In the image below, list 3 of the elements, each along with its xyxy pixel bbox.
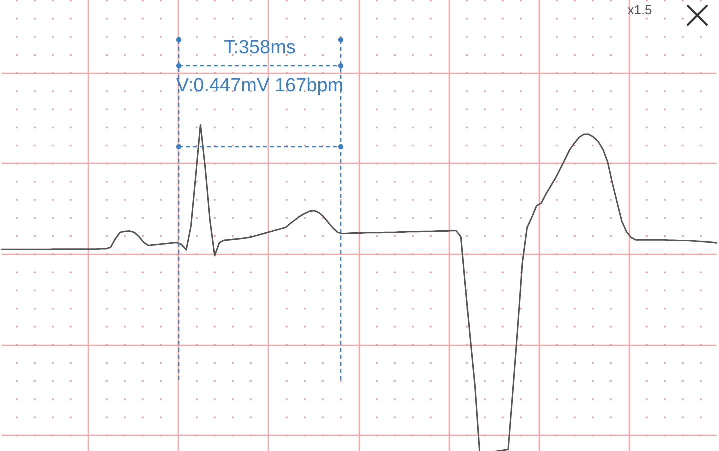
text: x1.5 bbox=[628, 2, 652, 18]
text: V:0.447mV 167bpm bbox=[176, 76, 344, 96]
text: T:358ms bbox=[224, 38, 296, 58]
